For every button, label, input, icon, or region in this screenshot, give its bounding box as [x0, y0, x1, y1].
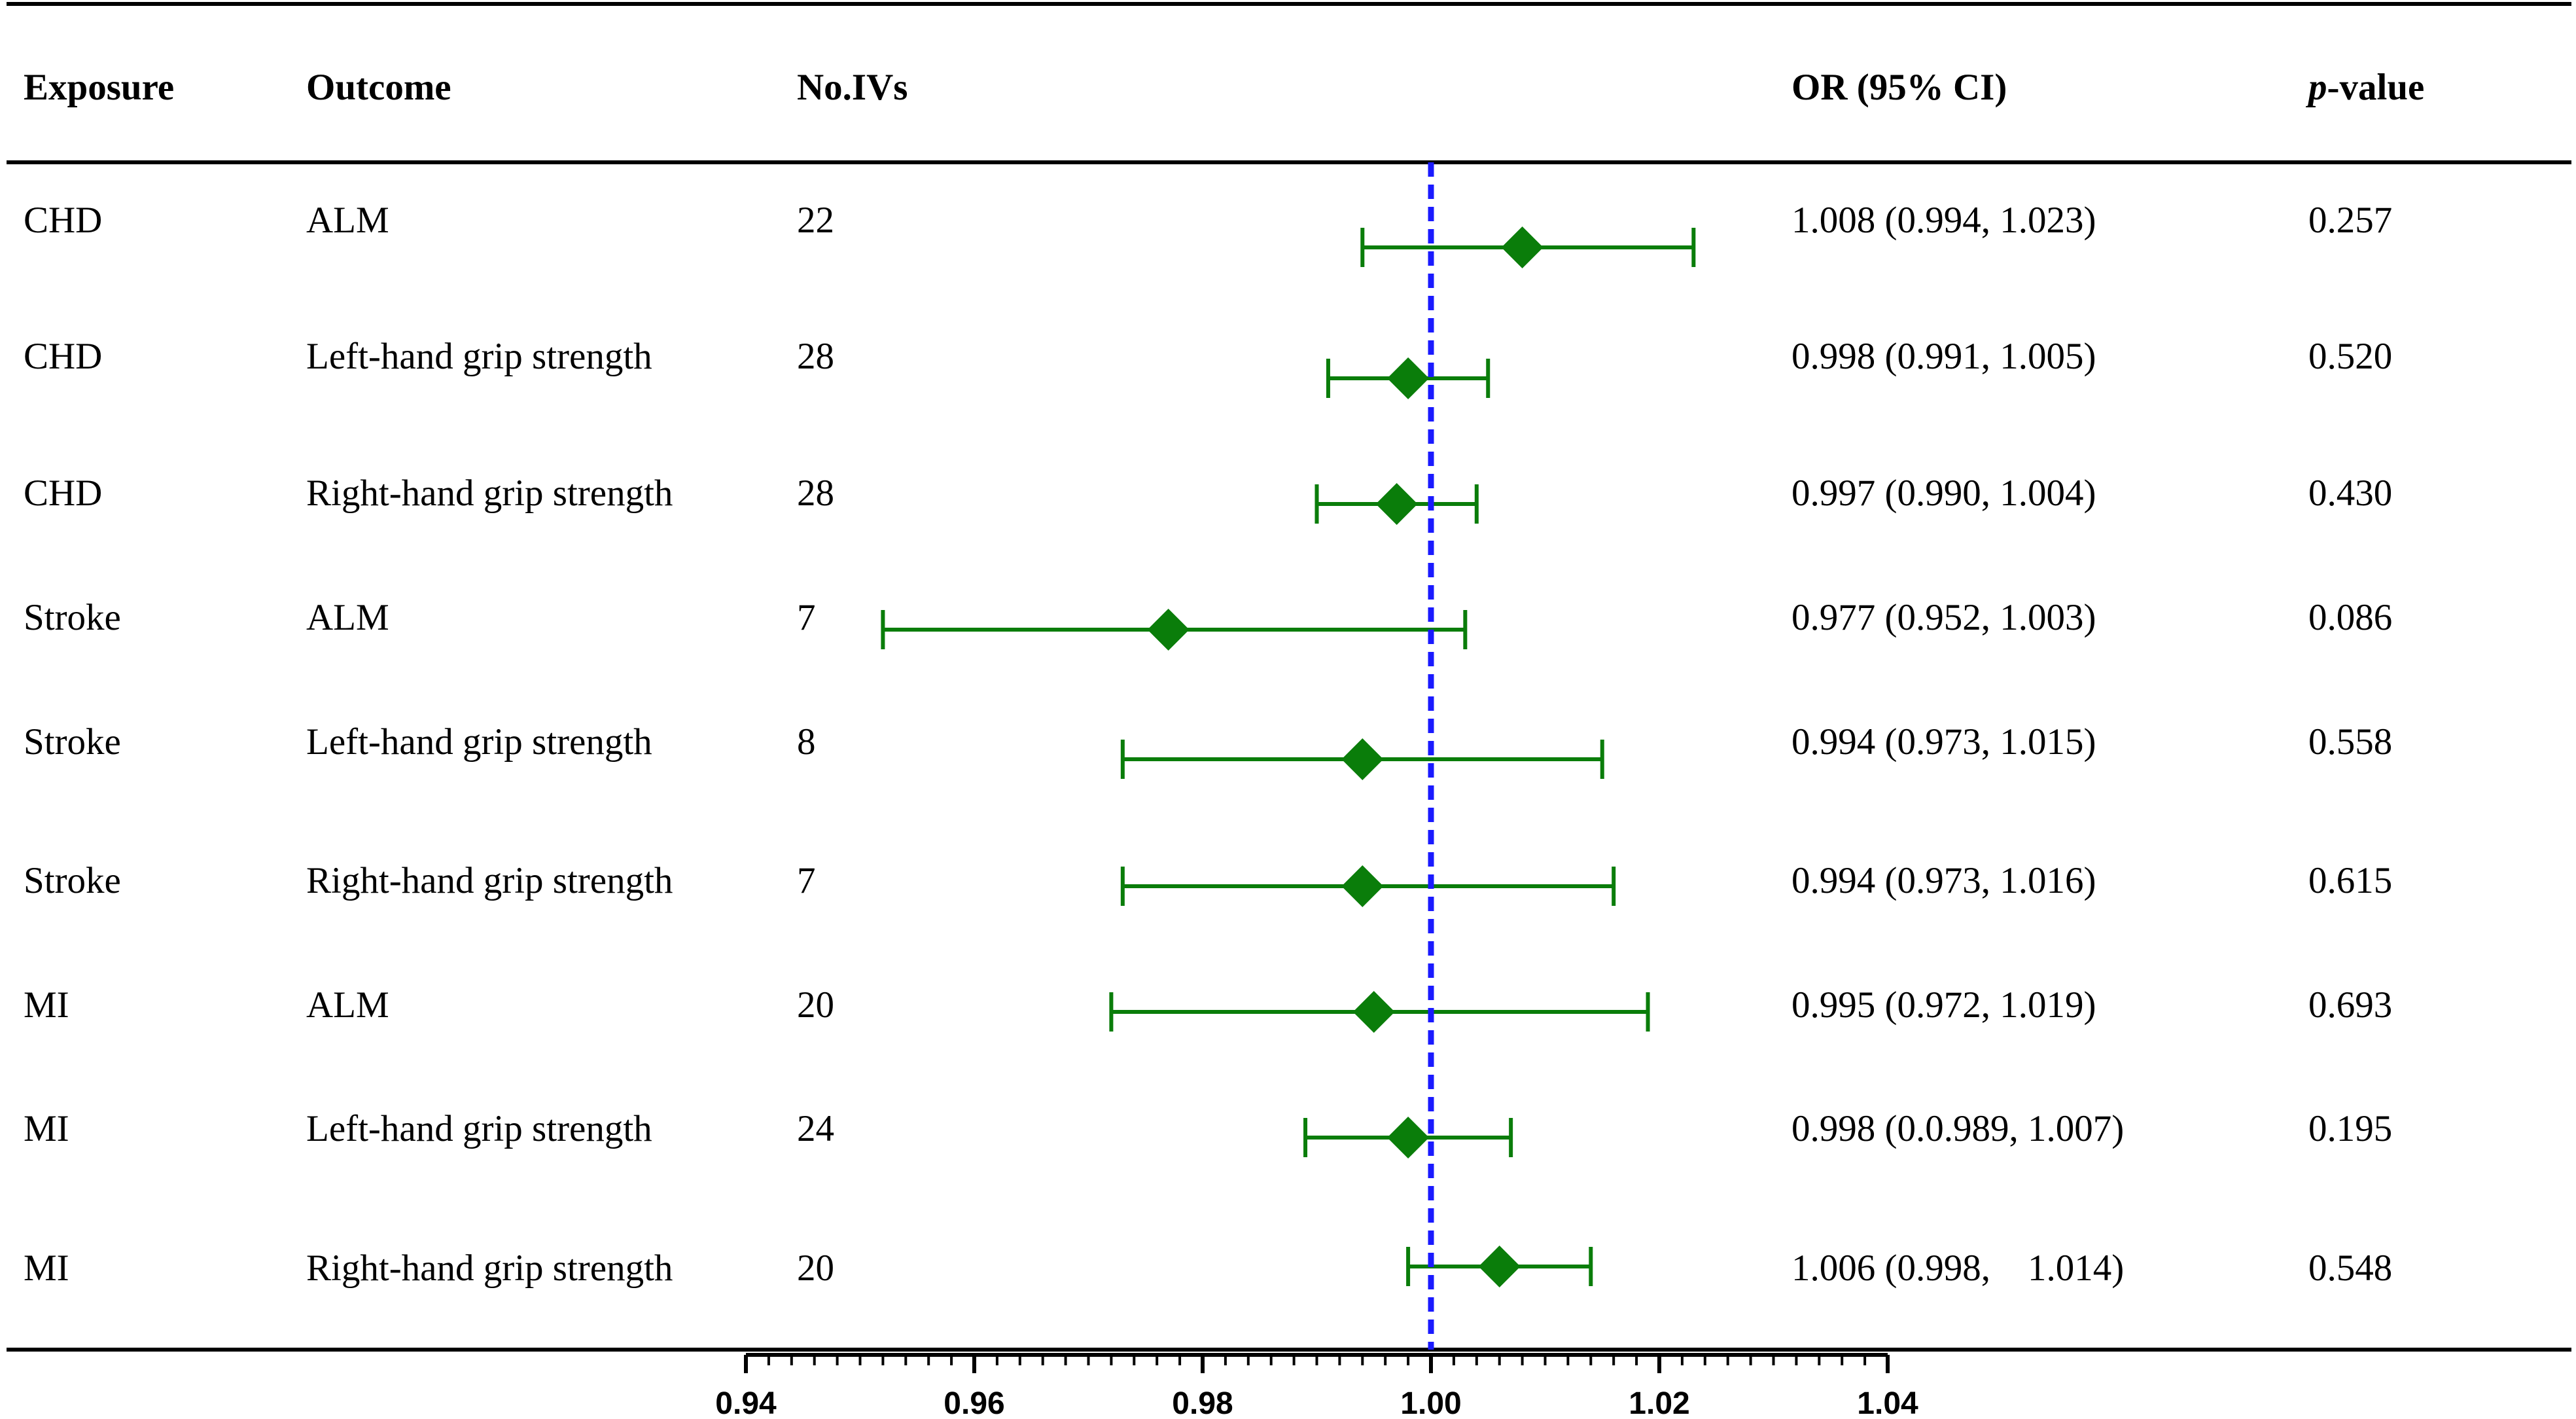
row-outcome: Right-hand grip strength	[306, 860, 673, 901]
row-or-ci: 0.998 (0.991, 1.005)	[1791, 336, 2096, 377]
or-point-diamond	[1478, 1246, 1521, 1287]
header-p-value: p-value	[2305, 67, 2424, 108]
or-point-diamond	[1387, 1117, 1430, 1159]
row-p-value: 0.430	[2308, 473, 2392, 514]
or-point-diamond	[1341, 738, 1384, 780]
row-outcome: ALM	[306, 984, 389, 1026]
table-row: CHD Left-hand grip strength 28 0.998 (0.991…	[24, 336, 2392, 377]
table-row: CHD ALM 22 1.008 (0.994, 1.023) 0.257	[24, 200, 2392, 241]
table-row: MI Right-hand grip strength 20 1.006 (0.998…	[24, 1248, 2392, 1289]
row-exposure: MI	[24, 984, 69, 1026]
header-p-suffix: -value	[2327, 67, 2425, 108]
row-no-ivs: 20	[797, 984, 834, 1026]
row-exposure: Stroke	[24, 597, 121, 638]
row-outcome: Left-hand grip strength	[306, 336, 652, 377]
table-row: MI Left-hand grip strength 24 0.998 (0.0.98…	[24, 1108, 2392, 1149]
row-or-ci: 0.997 (0.990, 1.004)	[1791, 473, 2096, 514]
row-p-value: 0.558	[2308, 721, 2392, 763]
header-or-ci: OR (95% CI)	[1791, 67, 2007, 108]
table-row: Stroke Right-hand grip strength 7 0.994 (0.…	[24, 860, 2392, 901]
row-outcome: Right-hand grip strength	[306, 1248, 673, 1289]
row-or-ci: 0.977 (0.952, 1.003)	[1791, 597, 2096, 638]
table-row: Stroke Left-hand grip strength 8 0.994 (0.9…	[24, 721, 2392, 763]
row-outcome: ALM	[306, 200, 389, 241]
row-exposure: Stroke	[24, 860, 121, 901]
row-no-ivs: 20	[797, 1248, 834, 1289]
axis-tick-label: 0.98	[1172, 1386, 1233, 1419]
row-or-ci: 0.998 (0.0.989, 1.007)	[1791, 1108, 2124, 1149]
row-or-ci: 1.006 (0.998, 1.014)	[1791, 1248, 2124, 1289]
or-point-diamond	[1341, 865, 1384, 907]
row-p-value: 0.086	[2308, 597, 2392, 638]
row-outcome: ALM	[306, 597, 389, 638]
row-p-value: 0.548	[2308, 1248, 2392, 1289]
header-exposure: Exposure	[24, 67, 174, 108]
header-outcome: Outcome	[306, 67, 451, 108]
row-or-ci: 0.994 (0.973, 1.016)	[1791, 860, 2096, 901]
header-p-italic: p	[2305, 67, 2327, 108]
table-row: MI ALM 20 0.995 (0.972, 1.019) 0.693	[24, 984, 2392, 1026]
row-no-ivs: 22	[797, 200, 834, 241]
table-row: CHD Right-hand grip strength 28 0.997 (0.99…	[24, 473, 2392, 514]
row-p-value: 0.615	[2308, 860, 2392, 901]
axis-tick-label: 1.02	[1629, 1386, 1689, 1419]
or-point-diamond	[1375, 483, 1418, 525]
row-no-ivs: 28	[797, 473, 834, 514]
row-outcome: Right-hand grip strength	[306, 473, 673, 514]
row-no-ivs: 7	[797, 597, 816, 638]
row-exposure: MI	[24, 1108, 69, 1149]
row-exposure: CHD	[24, 336, 102, 377]
row-exposure: CHD	[24, 200, 102, 241]
row-no-ivs: 28	[797, 336, 834, 377]
row-p-value: 0.257	[2308, 200, 2392, 241]
row-exposure: CHD	[24, 473, 102, 514]
row-p-value: 0.693	[2308, 984, 2392, 1026]
axis-tick-label: 1.04	[1857, 1386, 1918, 1419]
table-row: Stroke ALM 7 0.977 (0.952, 1.003) 0.086	[24, 597, 2392, 638]
or-point-diamond	[1147, 609, 1190, 651]
header-no-ivs: No.IVs	[797, 67, 908, 108]
row-or-ci: 0.994 (0.973, 1.015)	[1791, 721, 2096, 763]
row-no-ivs: 8	[797, 721, 816, 763]
row-outcome: Left-hand grip strength	[306, 1108, 652, 1149]
or-point-diamond	[1352, 991, 1395, 1033]
row-exposure: MI	[24, 1248, 69, 1289]
row-no-ivs: 7	[797, 860, 816, 901]
row-p-value: 0.520	[2308, 336, 2392, 377]
row-exposure: Stroke	[24, 721, 121, 763]
or-point-diamond	[1387, 357, 1430, 399]
x-axis: 0.94 0.96 0.98 1.00 1.02 1.04	[715, 1353, 1918, 1419]
axis-tick-label: 0.94	[715, 1386, 777, 1419]
or-point-diamond	[1501, 226, 1544, 268]
forest-marks	[881, 162, 1696, 1350]
row-or-ci: 1.008 (0.994, 1.023)	[1791, 200, 2096, 241]
row-no-ivs: 24	[797, 1108, 834, 1149]
axis-tick-label: 0.96	[944, 1386, 1004, 1419]
table-rows: CHD ALM 22 1.008 (0.994, 1.023) 0.257 CHD Left…	[24, 200, 2392, 1289]
row-or-ci: 0.995 (0.972, 1.019)	[1791, 984, 2096, 1026]
row-outcome: Left-hand grip strength	[306, 721, 652, 763]
row-p-value: 0.195	[2308, 1108, 2392, 1149]
axis-tick-label: 1.00	[1400, 1386, 1461, 1419]
